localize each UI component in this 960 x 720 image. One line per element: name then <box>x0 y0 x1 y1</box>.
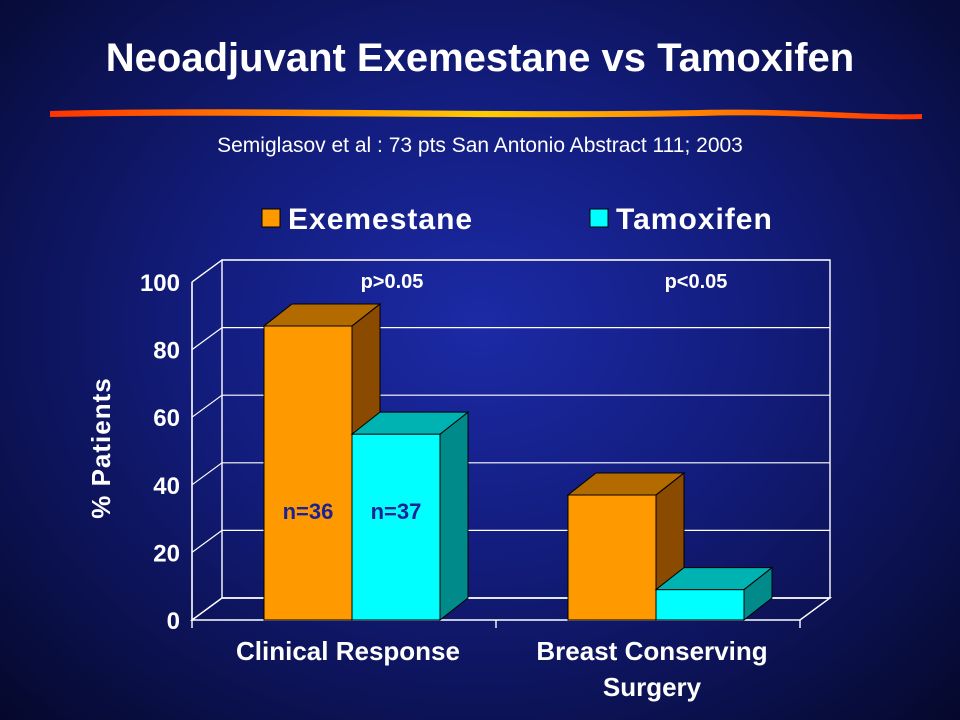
y-tick-label: 40 <box>153 473 180 500</box>
category-label: Clinical Response <box>236 636 460 666</box>
legend-label: Exemestane <box>288 203 473 236</box>
slide-title: Neoadjuvant Exemestane vs Tamoxifen <box>105 36 855 80</box>
y-axis-title: % Patients <box>86 377 116 519</box>
y-tick-label: 100 <box>140 270 180 297</box>
bar-top <box>654 567 774 591</box>
gridline-side <box>191 529 223 553</box>
y-tick-label: 20 <box>153 540 180 567</box>
bar-front <box>655 589 745 621</box>
legend-swatch <box>589 208 609 228</box>
bar-count-label: n=37 <box>371 499 422 524</box>
p-value-label: p>0.05 <box>361 271 424 293</box>
gridline-side <box>191 462 223 486</box>
gridline-side <box>191 394 223 418</box>
bar-top <box>566 472 686 496</box>
y-tick-label: 80 <box>153 338 180 365</box>
category-label: Breast Conserving <box>536 636 767 666</box>
bar-count-label: n=36 <box>283 499 334 524</box>
bar-front <box>351 433 441 621</box>
slide-subtitle: Semiglasov et al : 73 pts San Antonio Ab… <box>217 134 743 157</box>
category-label: Surgery <box>603 672 702 702</box>
y-tick-label: 60 <box>153 405 180 432</box>
bar-top <box>350 411 470 435</box>
legend-label: Tamoxifen <box>616 203 773 236</box>
p-value-label: p<0.05 <box>665 271 728 293</box>
bar-front <box>567 494 657 621</box>
bar-side <box>439 411 469 622</box>
y-tick-label: 0 <box>167 608 180 635</box>
title-underline <box>50 109 922 120</box>
bar-front <box>263 325 353 621</box>
gridline-side <box>191 327 223 351</box>
plot-area: 0 20 40 60 80 100 n=36 n=37 p>0.05 p<0.05 Clinical… <box>86 203 833 702</box>
bar-top <box>262 303 382 327</box>
legend-swatch <box>261 208 281 228</box>
y-axis-top <box>191 259 223 283</box>
